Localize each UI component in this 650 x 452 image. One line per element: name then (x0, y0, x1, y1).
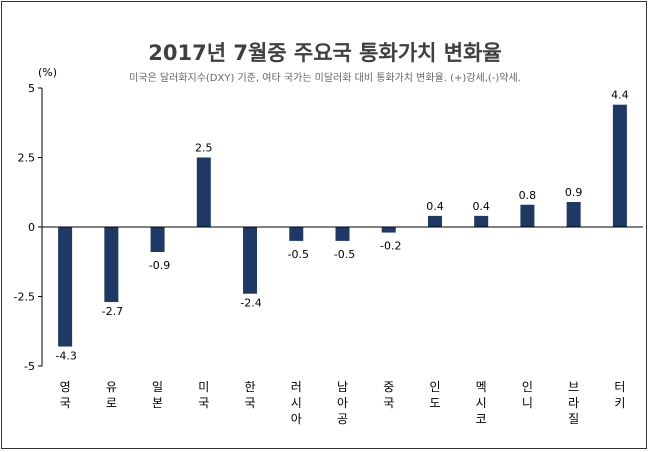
data-label-6: -0.5 (334, 248, 355, 261)
bar-2 (150, 227, 165, 253)
y-tick-label: 2.5 (18, 152, 36, 165)
bar-6 (335, 227, 350, 241)
bar-7 (381, 227, 396, 233)
chart-subtitle: 미국은 달러화지수(DXY) 기준, 여타 국가는 미달러화 대비 통화가치 변… (129, 72, 521, 84)
bar-1 (104, 227, 119, 303)
y-tick-label: 0 (28, 221, 35, 234)
bar-0 (58, 227, 73, 347)
data-label-11: 0.9 (565, 186, 583, 199)
bar-11 (566, 201, 581, 227)
data-labels: -4.3 -2.7 -0.9 2.5 -2.4 -0.5 -0.5 -0.2 0.4 0.4 0.8… (55, 89, 628, 363)
data-label-9: 0.4 (472, 200, 490, 213)
bar-8 (427, 215, 442, 227)
bar-4 (243, 227, 258, 294)
bar-3 (196, 157, 211, 227)
y-tick-label: 5 (28, 82, 35, 95)
chart-title: 2017년 7월중 주요국 통화가치 변화율 (148, 41, 501, 65)
data-label-7: -0.2 (380, 240, 401, 253)
data-label-5: -0.5 (288, 248, 309, 261)
data-label-8: 0.4 (426, 200, 444, 213)
category-labels: 영 국 유 로 일 본 미 국 한 국 러 시 아 남 아 공 중 국 인 도 멕 시 코 인 니 브 라 질 터 키 (60, 380, 626, 426)
data-label-1: -2.7 (102, 305, 123, 318)
data-label-12: 4.4 (611, 89, 629, 102)
y-tick-label: -2.5 (14, 291, 35, 304)
data-label-0: -4.3 (55, 350, 76, 363)
y-axis: 5 2.5 0 -2.5 -5 (14, 82, 43, 373)
y-axis-unit: (%) (38, 66, 57, 79)
data-label-2: -0.9 (149, 259, 170, 272)
bars (58, 104, 627, 347)
y-tick-label: -5 (24, 360, 35, 373)
bar-5 (289, 227, 304, 241)
data-label-10: 0.8 (519, 189, 537, 202)
bar-10 (520, 204, 535, 227)
data-label-3: 2.5 (195, 142, 213, 155)
bar-12 (612, 104, 627, 227)
data-label-4: -2.4 (240, 297, 261, 310)
bar-9 (474, 215, 489, 227)
